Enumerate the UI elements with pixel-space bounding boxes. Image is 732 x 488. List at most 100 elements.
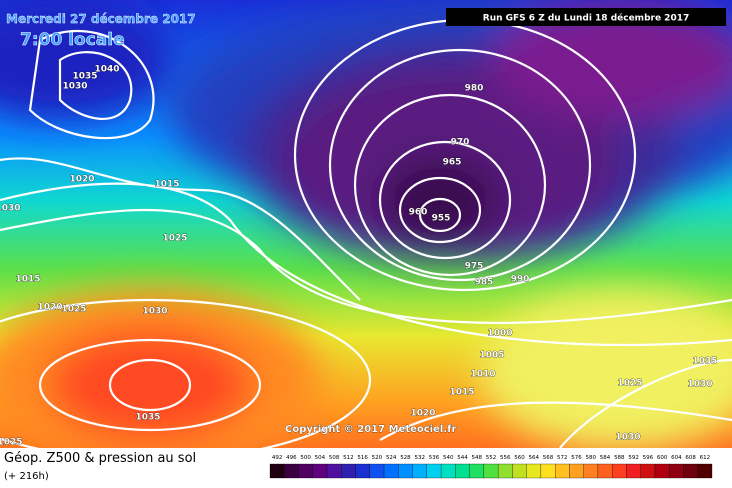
colorbar-tick-label: 544: [457, 455, 468, 461]
color-swatch: [483, 463, 499, 479]
isobar-label: 985: [475, 278, 494, 288]
color-swatch: [412, 463, 427, 479]
isobar-label: 1035: [72, 72, 97, 82]
colorbar-tick-label: 556: [500, 455, 511, 461]
colorbar-tick-label: 600: [657, 455, 668, 461]
colorbar-tick-label: 548: [471, 455, 482, 461]
colorbar-tick-label: 536: [429, 455, 440, 461]
color-swatch: [426, 463, 442, 479]
isobar-label: 975: [465, 262, 484, 272]
colorbar-tick-label: 512: [343, 455, 354, 461]
isobar-label: 1015: [449, 388, 474, 398]
color-swatch: [398, 463, 413, 479]
isobar-label: 1020: [410, 409, 435, 419]
color-swatch: [597, 463, 613, 479]
isobars: [0, 18, 732, 448]
legend-lead: (+ 216h): [4, 471, 49, 482]
isobar-label: 1030: [615, 433, 640, 443]
colorbar-tick-label: 612: [700, 455, 711, 461]
isobar-label: 1020: [69, 175, 94, 185]
colorbar-tick-label: 524: [386, 455, 397, 461]
colorbar-tick-label: 604: [671, 455, 682, 461]
colorbar-tick-label: 540: [443, 455, 454, 461]
colorbar-tick-label: 572: [557, 455, 568, 461]
isobar-label: 960: [409, 208, 428, 218]
isobar-labels: 1040 1035 1030 1020 1015 1030 1025 1015 …: [0, 64, 718, 448]
isobar-label: 1020: [37, 303, 62, 313]
colorbar-tick-label: 520: [372, 455, 383, 461]
color-swatch: [326, 463, 342, 479]
color-swatch: [569, 463, 584, 479]
legend-title: Géop. Z500 & pression au sol: [4, 451, 196, 466]
colorbar-tick-label: 532: [414, 455, 425, 461]
colorbar-tick-label: 588: [614, 455, 625, 461]
colorbar-tick-label: 596: [643, 455, 654, 461]
map: 1040 1035 1030 1020 1015 1030 1025 1015 …: [0, 0, 732, 448]
color-swatch: [455, 463, 470, 479]
isobar-label: 1000: [487, 329, 512, 339]
color-swatch: [626, 463, 641, 479]
color-swatch: [697, 463, 713, 479]
isobar-label: 1030: [0, 204, 21, 214]
color-swatch: [497, 463, 513, 479]
isobar-label: 1030: [142, 307, 167, 317]
color-swatch: [640, 463, 656, 479]
colorbar-tick-label: 508: [329, 455, 340, 461]
isobar-label: 1015: [15, 275, 40, 285]
colorbar-tick-label: 608: [685, 455, 696, 461]
colorbar-tick-label: 528: [400, 455, 411, 461]
color-swatch: [369, 463, 385, 479]
isobar-label: 1030: [687, 380, 712, 390]
color-swatch: [383, 463, 399, 479]
color-swatch: [298, 463, 313, 479]
colorbar-tick-label: 492: [272, 455, 283, 461]
run-box: [446, 8, 726, 26]
isobar-label: 980: [465, 84, 484, 94]
isobar-label: 1025: [61, 305, 86, 315]
isobar-label: 1010: [470, 370, 495, 380]
color-swatch: [540, 463, 556, 479]
color-swatch: [512, 463, 527, 479]
isobar-label: 1005: [479, 351, 504, 361]
isobar-label: 990: [511, 275, 530, 285]
color-swatch: [341, 463, 356, 479]
isobar-label: 1035: [135, 413, 160, 423]
isobar-label: 1030: [62, 82, 87, 92]
colorbar-tick-label: 584: [600, 455, 611, 461]
colorbar-tick-label: 568: [543, 455, 554, 461]
color-swatch: [583, 463, 599, 479]
color-swatch: [355, 463, 370, 479]
isobar-label: 1025: [617, 379, 642, 389]
colorbar-tick-label: 576: [571, 455, 582, 461]
copyright: Copyright © 2017 Meteociel.fr: [285, 424, 456, 435]
isobar-label: 1035: [692, 357, 717, 367]
map-date: Mercredi 27 décembre 2017: [6, 12, 196, 26]
colorbar-tick-label: 560: [514, 455, 525, 461]
isobar-label: 1025: [0, 438, 23, 448]
color-swatch: [654, 463, 670, 479]
colorbar-tick-label: 552: [486, 455, 497, 461]
map-time: 7:00 locale: [20, 30, 125, 50]
color-swatch: [269, 463, 285, 479]
isobar-label: 965: [443, 158, 462, 168]
isobar-label: 970: [451, 138, 470, 148]
isobar-label: 955: [432, 214, 451, 224]
colorbar: 492 496 500 504 508 512 516 520 524 528 532 536 540 5…: [269, 455, 713, 479]
color-swatch: [312, 463, 328, 479]
colorbar-tick-label: 516: [357, 455, 368, 461]
colorbar-tick-label: 580: [586, 455, 597, 461]
isobar-label: 1025: [162, 234, 187, 244]
color-swatch: [469, 463, 485, 479]
color-swatch: [612, 463, 627, 479]
color-swatch: [526, 463, 542, 479]
color-swatch: [555, 463, 570, 479]
color-swatch: [284, 463, 299, 479]
colorbar-tick-label: 504: [315, 455, 326, 461]
isobar-label: 1040: [94, 65, 119, 75]
color-swatch: [683, 463, 698, 479]
isobar-label: 1015: [154, 180, 179, 190]
color-swatch: [669, 463, 684, 479]
colorbar-tick-label: 500: [300, 455, 311, 461]
run-info: Run GFS 6 Z du Lundi 18 décembre 2017: [483, 13, 689, 24]
